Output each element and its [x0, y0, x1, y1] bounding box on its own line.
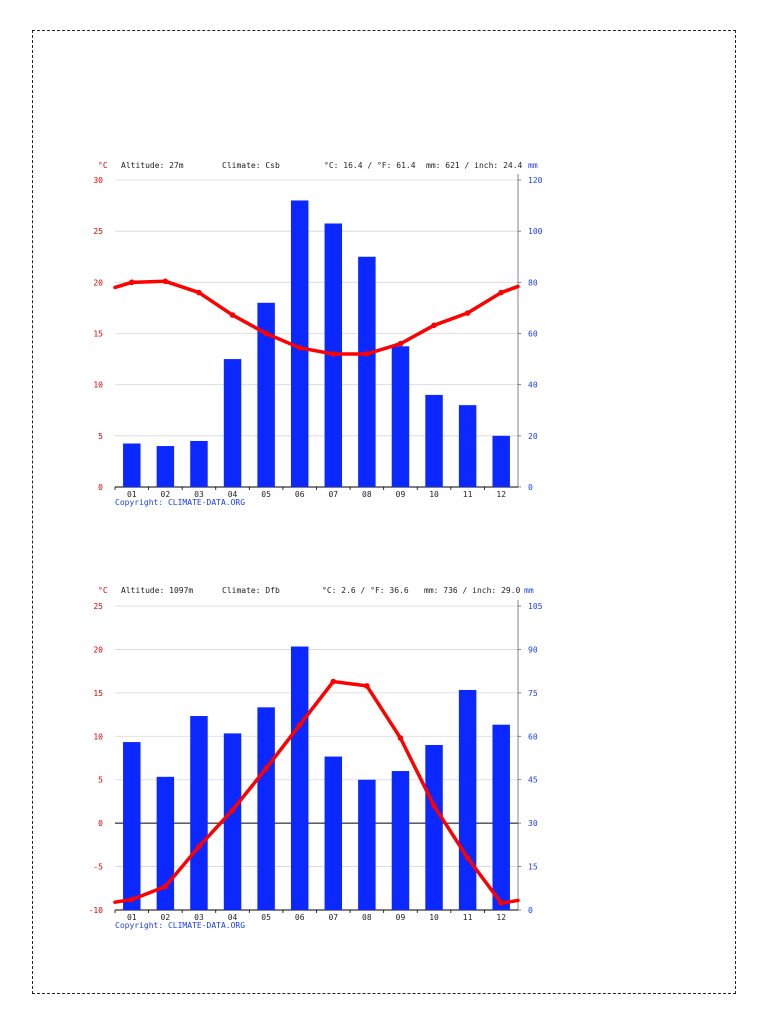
precip-bar [425, 394, 443, 487]
y-right-tick-label: 100 [528, 227, 543, 236]
x-tick-label: 07 [328, 490, 338, 499]
temperature-summary: °C: 2.6 / °F: 36.6 [322, 586, 409, 595]
temperature-point [330, 351, 337, 357]
y-right-tick-label: 120 [528, 176, 543, 185]
precip-bar [190, 440, 208, 487]
x-tick-label: 02 [161, 490, 171, 499]
precip-unit-label: mm [528, 161, 538, 170]
x-tick-label: 08 [362, 490, 372, 499]
temperature-point [162, 278, 169, 285]
x-tick-label: 01 [127, 490, 137, 499]
climate-text: Climate: Dfb [222, 586, 280, 595]
y-right-tick-label: 60 [528, 330, 538, 339]
copyright-text: Copyright: CLIMATE-DATA.ORG [115, 921, 246, 930]
precip-bar [290, 200, 309, 487]
copyright-text: Copyright: CLIMATE-DATA.ORG [115, 498, 246, 507]
y-right-tick-label: 0 [528, 483, 533, 492]
x-tick-label: 04 [228, 490, 238, 499]
climate-text: Climate: Csb [222, 161, 280, 170]
altitude-text: Altitude: 1097m [121, 586, 194, 595]
y-left-tick-label: 15 [93, 330, 103, 339]
x-tick-label: 12 [496, 490, 506, 499]
y-right-tick-label: 20 [528, 432, 538, 441]
precip-bar [358, 256, 376, 487]
precip-bar [223, 359, 242, 487]
y-left-tick-label: 5 [98, 432, 103, 441]
y-left-tick-label: 30 [93, 176, 103, 185]
y-right-tick-label: 80 [528, 278, 538, 287]
temperature-point [364, 351, 370, 357]
precipitation-summary: mm: 736 / inch: 29.0 [424, 586, 521, 595]
temp-unit-label: °C [98, 586, 108, 595]
x-tick-label: 09 [396, 490, 406, 499]
page-border [32, 30, 736, 994]
x-tick-label: 06 [295, 490, 305, 499]
precip-bar [492, 435, 510, 487]
precip-bar [257, 302, 275, 487]
temperature-point [128, 279, 135, 286]
temperature-point [464, 310, 471, 316]
y-left-tick-label: 10 [93, 381, 103, 390]
precip-bar [458, 405, 477, 487]
y-left-tick-label: 0 [98, 483, 103, 492]
temperature-summary: °C: 16.4 / °F: 61.4 [324, 161, 416, 170]
precip-bar [391, 346, 410, 487]
temperature-point [498, 289, 505, 296]
x-tick-label: 11 [463, 490, 473, 499]
x-tick-label: 10 [429, 490, 439, 499]
temperature-point [229, 312, 236, 318]
temperature-point [196, 289, 202, 296]
temperature-point [397, 340, 404, 347]
precip-unit-label: mm [524, 586, 534, 595]
altitude-text: Altitude: 27m [121, 161, 184, 170]
y-left-tick-label: 25 [93, 227, 103, 236]
x-tick-label: 05 [261, 490, 271, 499]
precipitation-summary: mm: 621 / inch: 24.4 [426, 161, 523, 170]
y-right-tick-label: 40 [528, 381, 538, 390]
temperature-point [263, 330, 269, 337]
precip-bar [156, 446, 175, 487]
y-left-tick-label: 20 [93, 278, 103, 287]
temperature-line [113, 279, 520, 356]
temperature-point [431, 322, 437, 329]
temperature-point [296, 345, 303, 351]
precip-bar [123, 443, 141, 487]
temp-unit-label: °C [98, 161, 108, 170]
x-tick-label: 03 [194, 490, 204, 499]
